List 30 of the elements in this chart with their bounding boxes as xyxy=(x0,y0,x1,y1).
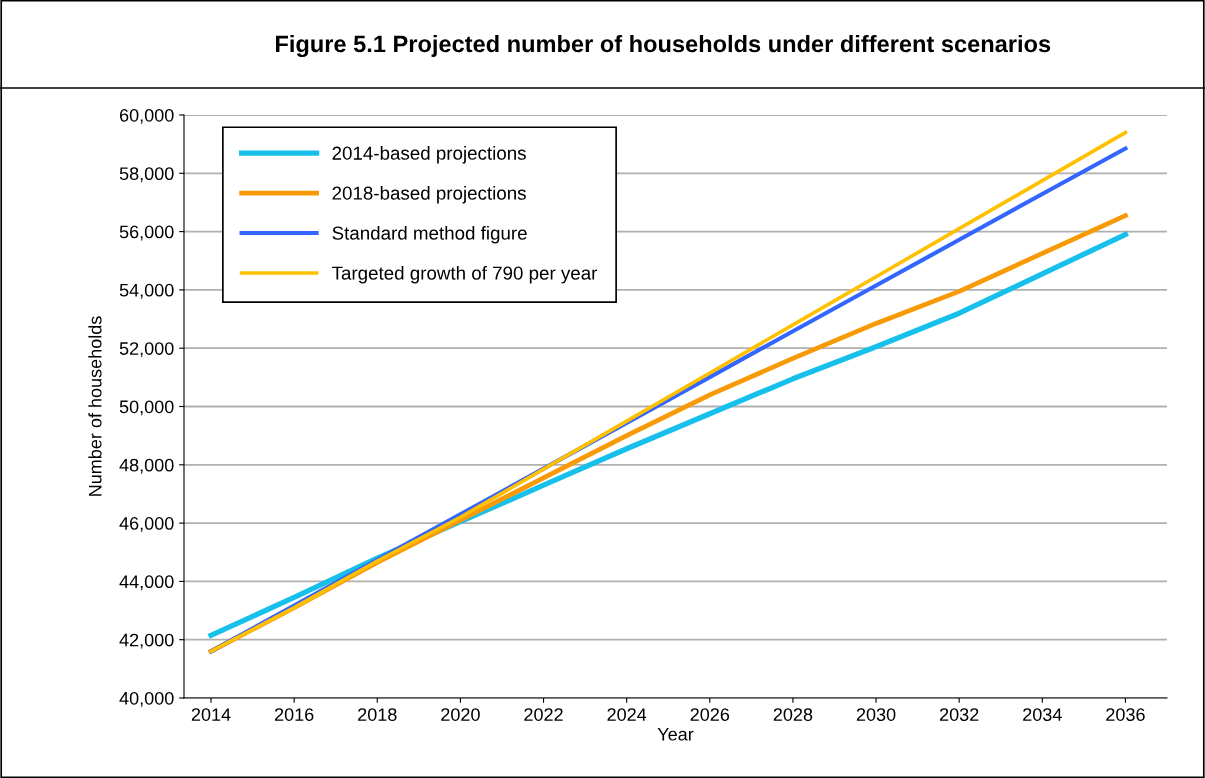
y-tick-label: 56,000 xyxy=(119,225,174,241)
y-tick-label: 42,000 xyxy=(119,633,174,649)
x-tick-label: 2036 xyxy=(1106,708,1145,721)
x-tick-label: 2016 xyxy=(274,708,314,721)
y-tick-label: 54,000 xyxy=(119,283,174,299)
x-tick-label: 2018 xyxy=(358,708,397,721)
y-tick-label: 58,000 xyxy=(119,167,174,183)
y-tick-label: 60,000 xyxy=(119,108,174,124)
chart-title: Figure 5.1 Projected number of households under different scenarios xyxy=(276,34,1051,58)
x-tick-label: 2020 xyxy=(441,708,480,721)
y-tick-label: 44,000 xyxy=(119,575,174,591)
y-tick-label: 40,000 xyxy=(119,691,174,707)
y-axis-title: Number of households xyxy=(88,316,102,496)
y-tick-label: 52,000 xyxy=(119,342,174,358)
x-tick-label: 2028 xyxy=(773,708,813,721)
y-tick-label: 48,000 xyxy=(119,458,174,474)
x-tick-label: 2014 xyxy=(191,708,231,721)
x-tick-label: 2032 xyxy=(940,708,979,721)
x-tick-label: 2034 xyxy=(1023,708,1062,721)
x-tick-label: 2024 xyxy=(607,708,647,721)
y-tick-label: 50,000 xyxy=(119,400,174,416)
legend-label: Targeted growth of 790 per year xyxy=(332,265,598,284)
x-tick-label: 2022 xyxy=(524,708,563,721)
x-axis-title: Year xyxy=(657,727,694,741)
legend-label: Standard method figure xyxy=(332,226,527,244)
x-tick-label: 2030 xyxy=(856,708,896,721)
legend-label: 2018-based projections xyxy=(332,186,526,204)
y-tick-label: 46,000 xyxy=(119,517,174,532)
x-tick-label: 2026 xyxy=(690,708,730,721)
legend-label: 2014-based projections xyxy=(332,146,526,164)
